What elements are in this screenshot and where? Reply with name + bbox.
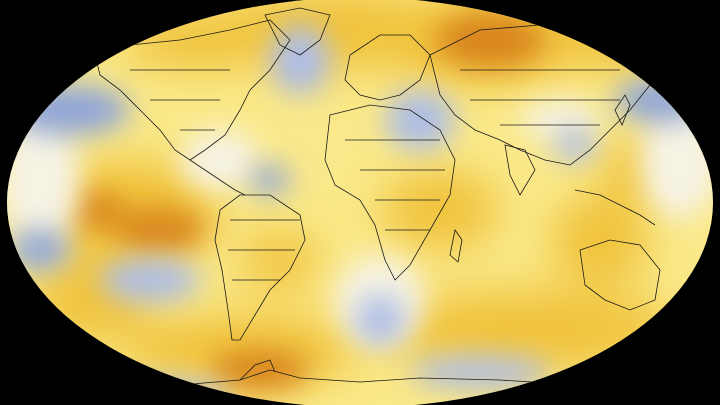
coastline-antarctic-peninsula	[239, 359, 276, 381]
coastline-europe	[344, 34, 431, 101]
coastline-australia	[579, 239, 661, 311]
coastline-north-america	[94, 19, 291, 161]
coastline-greenland	[264, 7, 331, 56]
strong-warm-regions	[65, 12, 545, 390]
borders-south-america	[228, 219, 300, 281]
coastline-new-zealand	[675, 299, 691, 326]
borders-africa	[345, 139, 445, 231]
borders-north-america	[130, 69, 230, 131]
coastline-japan	[614, 94, 631, 127]
coastline-africa	[324, 104, 456, 281]
coastline-central-america	[189, 159, 246, 196]
borders-asia	[460, 69, 620, 126]
cool-regions	[10, 25, 705, 405]
coastline-india	[504, 144, 536, 196]
coastline-madagascar	[449, 229, 463, 263]
coastline-se-asia	[574, 189, 656, 226]
coastline-south-america	[214, 194, 306, 341]
